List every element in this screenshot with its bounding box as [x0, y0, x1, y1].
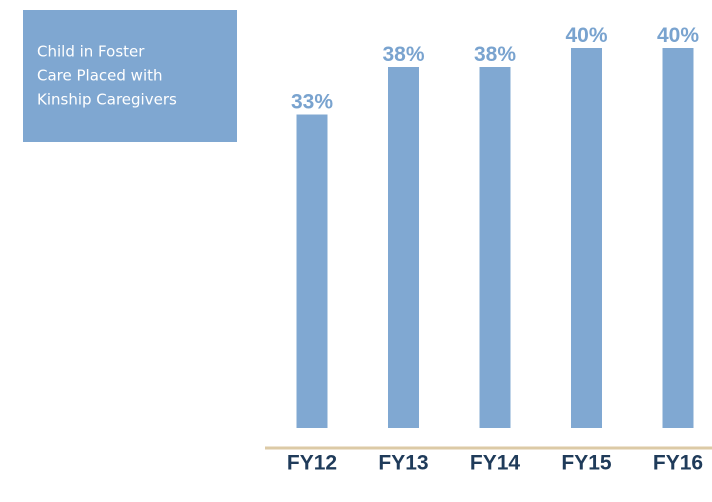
- bar: [662, 48, 694, 428]
- chart-title: Child in Foster: [37, 43, 145, 61]
- bar: [571, 48, 602, 428]
- chart-title: Kinship Caregivers: [37, 91, 177, 109]
- bar: [388, 67, 419, 428]
- x-tick-label: FY14: [470, 452, 521, 475]
- value-label: 40%: [657, 24, 699, 47]
- value-label: 33%: [291, 91, 333, 114]
- x-tick-label: FY16: [653, 452, 703, 475]
- chart-title: Care Placed with: [37, 67, 163, 85]
- title-box: [23, 10, 237, 142]
- value-label: 38%: [474, 43, 516, 66]
- x-tick-label: FY12: [287, 452, 337, 475]
- value-label: 38%: [382, 43, 424, 66]
- x-tick-label: FY15: [561, 452, 612, 475]
- bar: [296, 114, 328, 428]
- bar: [479, 67, 511, 428]
- value-label: 40%: [565, 24, 607, 47]
- x-tick-label: FY13: [378, 452, 428, 475]
